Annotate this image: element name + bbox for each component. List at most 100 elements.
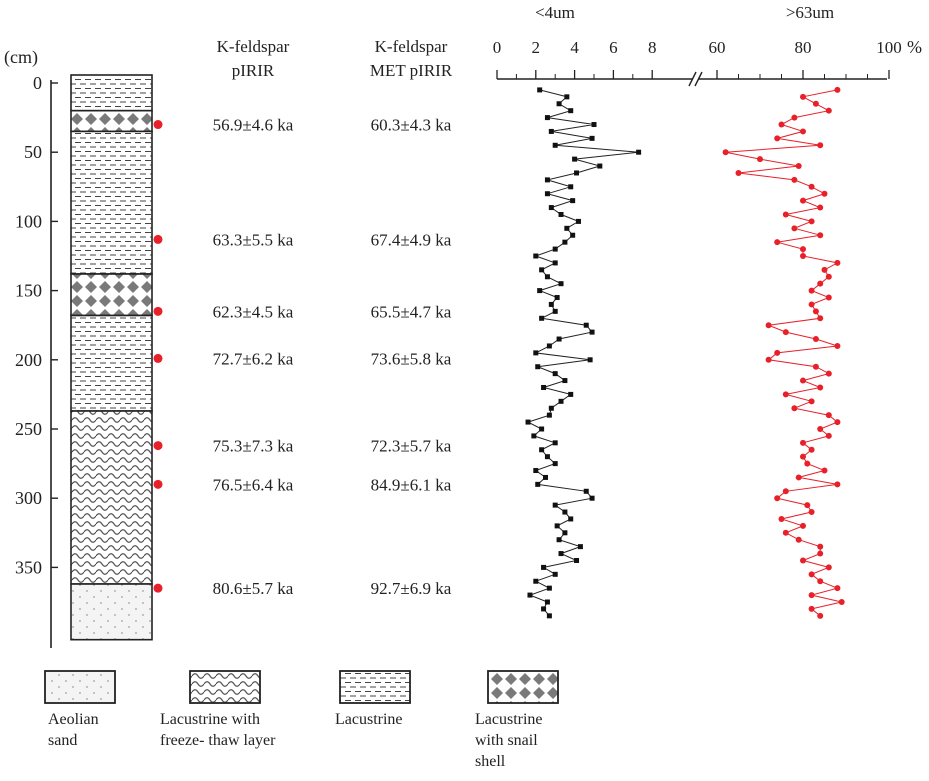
coarse-data-point <box>800 522 806 529</box>
fine-data-point <box>574 557 580 563</box>
coarse-data-point <box>757 156 763 163</box>
fine-data-point <box>552 502 558 508</box>
fine-data-point <box>558 551 564 557</box>
fine-data-point <box>556 101 562 107</box>
coarse-data-point <box>782 391 789 398</box>
coarse-data-point <box>808 398 815 405</box>
coarse-data-point <box>825 564 832 571</box>
fine-data-point <box>583 488 589 494</box>
coarse-data-point <box>817 384 824 391</box>
coarse-data-point <box>821 266 828 273</box>
layer-freeze <box>70 410 153 585</box>
coarse-data-point <box>808 183 815 190</box>
layer-aeolian <box>70 583 153 641</box>
fine-tick-label: 2 <box>532 38 541 57</box>
coarse-data-point <box>778 515 785 522</box>
coarse-data-point <box>800 197 806 204</box>
legend-swatch-aeolian <box>44 670 116 704</box>
pirir-age: 72.7±6.2 ka <box>213 349 294 368</box>
coarse-fraction-points <box>722 86 845 619</box>
coarse-data-point <box>800 453 806 460</box>
met-age: 65.5±4.7 ka <box>371 302 452 321</box>
fine-data-point <box>552 308 558 314</box>
fine-data-point <box>589 329 595 335</box>
fine-data-point <box>568 108 574 114</box>
fine-data-point <box>589 495 595 501</box>
legend-label: Aeolian <box>48 711 99 728</box>
sample-marker <box>153 479 163 489</box>
coarse-data-point <box>800 93 806 100</box>
coarse-data-point <box>804 502 811 509</box>
fine-data-point <box>568 516 574 522</box>
depth-axis: (cm) 0 50 100 150 200 250 300 350 <box>4 47 58 648</box>
coarse-data-point <box>782 211 789 218</box>
coarse-data-point <box>834 419 841 426</box>
fine-data-point <box>562 378 568 384</box>
coarse-fraction-panel: >63um 60 80 100 % <box>698 3 922 619</box>
coarse-data-point <box>774 495 781 502</box>
coarse-data-point <box>834 86 841 93</box>
fine-data-point <box>597 163 603 169</box>
legend-swatch-freeze <box>189 670 261 704</box>
fine-data-point <box>533 468 539 474</box>
fine-data-point <box>556 336 562 342</box>
percent-unit-label: % <box>907 37 922 57</box>
sample-marker <box>153 353 163 363</box>
fine-data-point <box>552 461 558 467</box>
fine-data-point <box>544 454 550 460</box>
fine-data-point <box>548 205 554 211</box>
pirir-age: 75.3±7.3 ka <box>213 437 294 456</box>
coarse-data-point <box>808 592 815 599</box>
legend-swatch-snail <box>487 670 559 704</box>
dating-headers: K-feldspar pIRIR K-feldspar MET pIRIR <box>217 37 453 80</box>
pirir-header-line2: pIRIR <box>232 61 275 80</box>
coarse-data-point <box>804 460 811 467</box>
met-age: 84.9±6.1 ka <box>371 475 452 494</box>
coarse-data-point <box>774 135 781 142</box>
fine-data-point <box>577 544 583 550</box>
fine-data-point <box>541 606 547 612</box>
fine-data-point <box>544 599 550 605</box>
met-age: 67.4±4.9 ka <box>371 230 452 249</box>
coarse-data-point <box>800 377 806 384</box>
layer-lacustrine <box>70 314 153 412</box>
coarse-data-point <box>808 218 815 225</box>
coarse-data-point <box>808 287 815 294</box>
coarse-data-point <box>795 474 802 481</box>
met-header-line2: MET pIRIR <box>370 61 453 80</box>
fine-data-point <box>548 405 554 411</box>
coarse-data-point <box>825 294 832 301</box>
coarse-data-point <box>817 612 824 619</box>
fine-data-point <box>552 571 558 577</box>
fine-data-point <box>544 177 550 183</box>
fine-data-point <box>546 585 552 591</box>
fine-data-point <box>546 412 552 418</box>
fine-data-point <box>570 198 576 204</box>
pirir-age: 62.3±4.5 ka <box>213 302 294 321</box>
coarse-data-point <box>791 225 798 232</box>
coarse-data-point <box>825 412 832 419</box>
fine-data-point <box>552 246 558 252</box>
fine-data-point <box>531 433 537 439</box>
fine-data-point <box>544 191 550 197</box>
pirir-age: 80.6±5.7 ka <box>213 579 294 598</box>
sample-marker <box>153 441 163 451</box>
depth-ticks: 0 50 100 150 200 250 300 350 <box>15 73 58 577</box>
coarse-data-point <box>834 481 841 488</box>
fine-data-point <box>535 364 541 370</box>
met-header-line1: K-feldspar <box>375 37 448 56</box>
depth-tick-label: 0 <box>33 73 42 93</box>
coarse-data-point <box>812 100 819 107</box>
coarse-data-point <box>821 467 828 474</box>
coarse-data-point <box>817 550 824 557</box>
fine-tick-label: 4 <box>570 38 579 57</box>
coarse-data-point <box>791 405 798 412</box>
fine-data-point <box>552 371 558 377</box>
fine-x-ticks: 0 2 4 6 8 <box>493 38 656 79</box>
fine-data-point <box>527 592 533 598</box>
coarse-data-point <box>817 204 824 211</box>
coarse-tick-label: 60 <box>709 38 726 57</box>
met-age: 73.6±5.8 ka <box>371 349 452 368</box>
fine-data-point <box>539 267 545 273</box>
